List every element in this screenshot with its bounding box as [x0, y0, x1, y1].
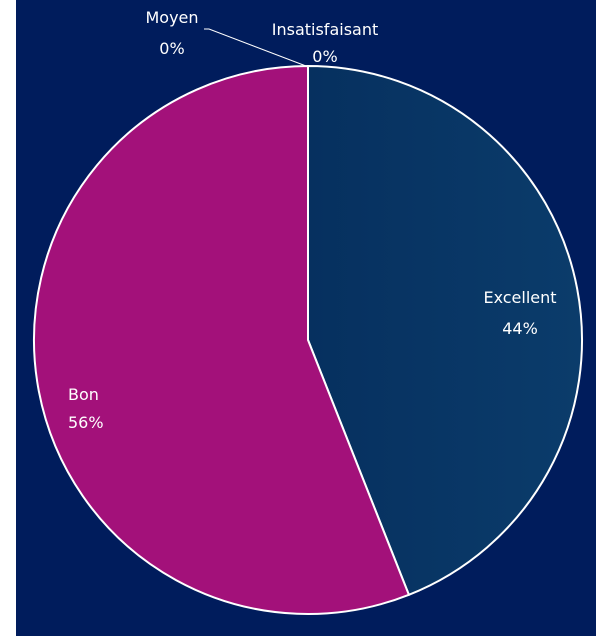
slice-label-moyen: Moyen	[145, 8, 198, 27]
chart-area: Excellent 44% Bon 56% Moyen 0% Insatisfaisant 0…	[16, 0, 596, 636]
pie-slice-excellent	[307, 64, 583, 597]
slice-value-moyen: 0%	[159, 39, 184, 58]
pie-labels: Excellent 44% Bon 56% Moyen 0% Insatisfaisant 0…	[68, 8, 557, 432]
moyen-leader-line	[204, 28, 307, 67]
slice-label-excellent: Excellent	[483, 288, 556, 307]
slice-value-bon: 56%	[68, 413, 104, 432]
pie-chart: Excellent 44% Bon 56% Moyen 0% Insatisfaisant 0…	[33, 8, 583, 615]
slice-label-bon: Bon	[68, 385, 99, 404]
slice-label-insatisfaisant: Insatisfaisant	[272, 20, 379, 39]
slice-value-insatisfaisant: 0%	[312, 47, 337, 66]
pie-slices	[33, 64, 583, 615]
slice-value-excellent: 44%	[502, 319, 538, 338]
pie-slice-bon	[33, 64, 411, 615]
